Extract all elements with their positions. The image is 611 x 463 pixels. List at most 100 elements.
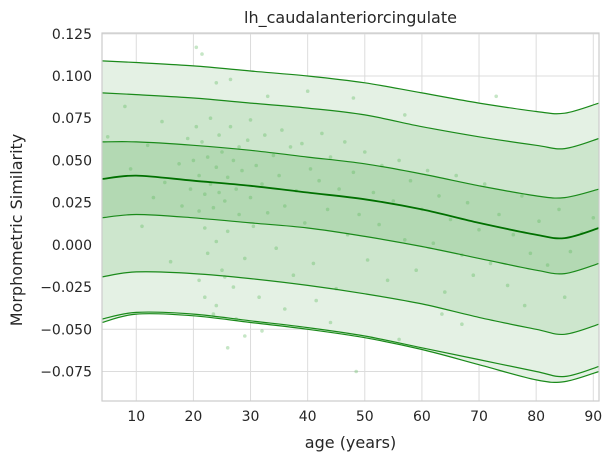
- scatter-point: [194, 124, 199, 129]
- x-tick-label: 10: [127, 409, 145, 425]
- scatter-point: [225, 346, 230, 350]
- scatter-point: [260, 329, 264, 333]
- scatter-points: [105, 45, 596, 374]
- scatter-point: [408, 178, 413, 183]
- scatter-point: [337, 187, 341, 191]
- percentile-lines: [101, 60, 600, 384]
- scatter-point: [234, 187, 238, 191]
- scatter-point: [391, 199, 396, 203]
- x-tick-label: 50: [356, 409, 374, 425]
- scatter-point: [283, 204, 287, 208]
- scatter-point: [194, 45, 199, 50]
- scatter-point: [188, 187, 193, 191]
- scatter-point: [217, 190, 221, 195]
- scatter-point: [185, 136, 190, 141]
- scatter-point: [291, 273, 296, 278]
- scatter-point: [443, 290, 447, 294]
- percentile-line: [101, 213, 600, 275]
- scatter-point: [283, 307, 287, 311]
- scatter-point: [197, 173, 201, 178]
- scatter-point: [140, 224, 144, 229]
- scatter-point: [288, 145, 293, 149]
- scatter-point: [385, 278, 390, 283]
- scatter-point: [280, 128, 284, 132]
- x-tick-label: 60: [413, 409, 431, 425]
- scatter-point: [254, 163, 258, 168]
- scatter-point: [311, 261, 316, 266]
- scatter-point: [351, 96, 356, 100]
- y-tick-label: 0.100: [52, 69, 92, 85]
- scatter-point: [151, 195, 156, 200]
- scatter-point: [197, 278, 201, 283]
- scatter-point: [477, 227, 481, 232]
- y-tick-label: 0.125: [52, 27, 92, 43]
- scatter-point: [211, 205, 216, 210]
- y-tick-label: 0.050: [52, 153, 92, 169]
- percentile-line: [101, 92, 600, 150]
- percentile-line: [101, 311, 600, 378]
- scatter-point: [431, 241, 436, 245]
- scatter-point: [305, 89, 310, 93]
- scatter-point: [403, 238, 407, 242]
- scatter-point: [277, 173, 281, 178]
- scatter-point: [497, 212, 501, 217]
- scatter-point: [494, 94, 499, 99]
- x-tick-label: 70: [470, 409, 488, 425]
- scatter-point: [403, 113, 407, 117]
- scatter-point: [163, 180, 167, 185]
- scatter-point: [237, 145, 241, 149]
- scatter-point: [325, 207, 330, 212]
- x-axis-label: age (years): [305, 433, 396, 452]
- scatter-point: [220, 150, 224, 154]
- scatter-point: [488, 261, 493, 266]
- scatter-point: [343, 140, 347, 144]
- median-line: [101, 174, 600, 240]
- scatter-point: [545, 263, 550, 267]
- scatter-point: [205, 251, 210, 256]
- scatter-point: [465, 200, 470, 205]
- scatter-point: [591, 216, 596, 220]
- y-axis-label: Morphometric Similarity: [7, 134, 26, 327]
- scatter-point: [123, 104, 127, 109]
- scatter-point: [225, 175, 230, 180]
- scatter-point: [257, 295, 261, 300]
- scatter-point: [214, 165, 219, 169]
- scatter-point: [205, 155, 210, 159]
- scatter-point: [214, 303, 219, 308]
- scatter-point: [425, 168, 430, 173]
- scatter-point: [328, 320, 333, 325]
- scatter-point: [437, 194, 441, 198]
- scatter-point: [228, 77, 233, 82]
- scatter-point: [274, 246, 279, 250]
- scatter-point: [520, 194, 524, 198]
- scatter-point: [105, 135, 110, 139]
- scatter-point: [191, 158, 196, 163]
- scatter-point: [243, 256, 247, 261]
- scatter-point: [208, 182, 213, 186]
- scatter-point: [377, 222, 381, 227]
- percentile-line: [101, 60, 600, 115]
- scatter-point: [240, 168, 244, 173]
- scatter-point: [228, 124, 233, 129]
- scatter-point: [511, 232, 516, 237]
- scatter-point: [528, 251, 533, 256]
- scatter-point: [263, 133, 267, 137]
- scatter-point: [160, 119, 164, 124]
- scatter-point: [177, 162, 181, 166]
- x-tick-label: 90: [584, 409, 602, 425]
- scatter-point: [208, 116, 213, 120]
- scatter-point: [440, 312, 444, 316]
- scatter-point: [200, 140, 204, 144]
- scatter-point: [562, 295, 567, 300]
- scatter-point: [231, 158, 236, 163]
- scatter-point: [371, 190, 376, 195]
- scatter-point: [317, 178, 321, 183]
- y-tick-labels: −0.075 −0.050 −0.025 0.000 0.025 0.050 0.075 0.…: [40, 27, 92, 381]
- scatter-point: [243, 334, 247, 338]
- scatter-point: [214, 81, 219, 85]
- y-tick-label: −0.025: [40, 280, 92, 296]
- scatter-point: [505, 283, 510, 288]
- scatter-point: [414, 268, 419, 273]
- scatter-point: [300, 141, 304, 146]
- scatter-point: [214, 239, 219, 244]
